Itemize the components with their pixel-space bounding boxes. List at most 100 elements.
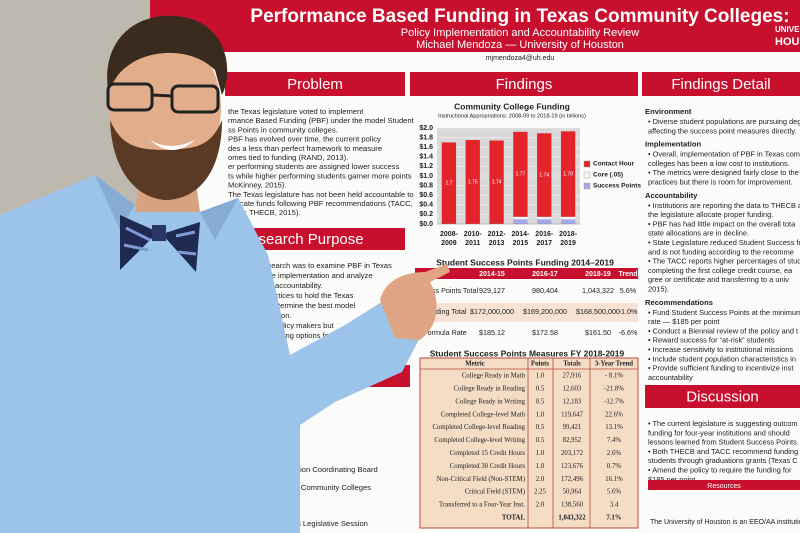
bar-segment: [537, 216, 552, 220]
shirt: [0, 175, 425, 533]
beard: [110, 120, 222, 200]
y-tick-label: $1.8: [419, 134, 433, 141]
table-cell: $185.12: [479, 328, 505, 337]
table-header: Metric: [465, 361, 485, 368]
data-label: 1.78: [563, 171, 573, 177]
bar-segment: [537, 133, 552, 217]
body-text: • Overall, implementation of PBF in Texa…: [648, 150, 800, 159]
table-cell: 203,172: [561, 450, 584, 457]
y-tick-label: $0.4: [419, 202, 433, 209]
y-tick-label: $2.0: [419, 125, 433, 132]
x-tick-label: 2018-2019: [559, 231, 578, 247]
table-cell: 16.1%: [605, 476, 623, 483]
x-tick-label: 2012-2013: [488, 231, 507, 247]
body-text: orm best practices to hold the Texas: [232, 291, 354, 300]
body-text: • Conduct a Biennial review of the polic…: [648, 326, 798, 335]
table-cell: 2.25: [534, 489, 546, 496]
table-cell: 0.5: [536, 398, 545, 405]
table-cell: 7.4%: [607, 437, 621, 444]
legend-swatch: [583, 171, 591, 179]
body-text: the Texas legislature voted to implement: [228, 107, 364, 116]
table-cell: Transferred to a Four-Year Inst.: [439, 502, 525, 509]
table-cell: 99,421: [563, 424, 582, 431]
poster-header: [150, 0, 800, 52]
logo-text: UNIVE: [775, 25, 800, 34]
table-header: Points: [531, 361, 549, 368]
table-cell: Non-Critical Field (Non-STEM): [437, 476, 525, 483]
body-text: The Texas legislature has not been held …: [228, 190, 414, 199]
table-cell: 12,183: [563, 398, 582, 405]
table-cell: Completed 15 Credit Hours: [450, 450, 526, 457]
subheading: Environment: [645, 107, 692, 116]
body-text: Texas Higher Education Coordinating Boar…: [230, 465, 378, 474]
table-cell: 82,952: [563, 437, 582, 444]
chart-title: Community College Funding: [454, 101, 570, 111]
bar-segment: [441, 142, 457, 224]
poster-author: Michael Mendoza — University of Houston: [416, 39, 624, 51]
table-header: 2018-19: [585, 271, 611, 278]
hand: [380, 264, 450, 340]
legend-label: Core (.05): [593, 172, 623, 179]
body-text: students through graduations grants (Tex…: [648, 456, 798, 465]
legend-label: Success Points: [593, 183, 641, 190]
bar-segment: [560, 219, 576, 224]
table-cell: 2.0: [536, 476, 545, 483]
body-text: • State Legislature reduced Student Succ…: [648, 238, 800, 247]
body-text: ntable and determine the best model: [232, 301, 356, 310]
poster-subtitle: Policy Implementation and Accountability…: [401, 27, 640, 39]
table-cell: TOTAL: [502, 514, 526, 521]
table-cell: 929,127: [479, 286, 505, 295]
bar-segment: [489, 140, 504, 224]
body-text: • The current legislature is suggesting …: [648, 419, 798, 428]
body-text: • Both THECB and TACC recommend funding …: [648, 447, 800, 456]
table-cell: 3.4: [610, 502, 619, 509]
legend-swatch: [583, 182, 591, 190]
glasses-bridge: [151, 93, 173, 98]
table-cell: 5.6%: [620, 286, 637, 295]
body-text: gree or certificate and transferring to …: [648, 275, 789, 284]
data-label: 1.75: [468, 179, 478, 185]
table-cell: Completed College-level Math: [441, 411, 526, 418]
table-cell: 1.0: [536, 450, 545, 457]
table-cell: 1,043,322: [558, 514, 586, 521]
glasses: [106, 82, 154, 112]
bow-tie: [120, 215, 200, 272]
table-cell: Critical Field (STEM): [465, 489, 525, 496]
y-tick-label: $1.4: [419, 154, 433, 161]
body-text: colleges has been a low cost to institut…: [648, 159, 790, 168]
body-text: the legislature allocate proper funding.: [648, 210, 773, 219]
legend-label: Contact Hour: [593, 161, 635, 168]
table-cell: 27,916: [563, 373, 582, 380]
data-label: 1.74: [492, 180, 502, 186]
body-text: er performing students are assigned lowe…: [228, 162, 400, 171]
body-text: affecting the success point measures dir…: [648, 126, 796, 135]
section-header: [648, 480, 800, 490]
subheading: Accountability: [645, 191, 698, 200]
body-text: Texas Association of Community Colleges: [230, 483, 371, 492]
table-cell: 13.1%: [605, 424, 623, 431]
table-cell: 2.0: [536, 502, 545, 509]
bar-segment: [537, 219, 552, 224]
section-header: [645, 385, 800, 408]
table-title: Student Success Points Funding 2014–2019: [436, 257, 614, 267]
footer-text: The University of Houston is an EEO/AA i…: [650, 519, 800, 526]
table-cell: 0.5: [536, 424, 545, 431]
person: [0, 15, 450, 533]
table-cell: -21.8%: [604, 385, 624, 392]
body-text: state allocations are in decline.: [648, 229, 749, 238]
body-text: ts while higher performing students garn…: [228, 171, 412, 180]
table-cell: -6.6%: [619, 328, 638, 337]
data-label: 1.74: [539, 172, 549, 178]
body-text: • The TACC reports higher percentages of…: [648, 257, 800, 266]
table-row: [415, 303, 638, 322]
table-cell: 0.7%: [607, 463, 621, 470]
bar-segment: [513, 219, 528, 224]
table-header-row: [415, 268, 638, 279]
body-text: • Institutions are reporting the data to…: [648, 201, 800, 210]
section-heading: Findings: [496, 76, 553, 93]
table-header: 2016-17: [532, 271, 558, 278]
body-text: • Amend the policy to require the fundin…: [648, 465, 792, 474]
bow-tie-stripes: [123, 226, 197, 256]
